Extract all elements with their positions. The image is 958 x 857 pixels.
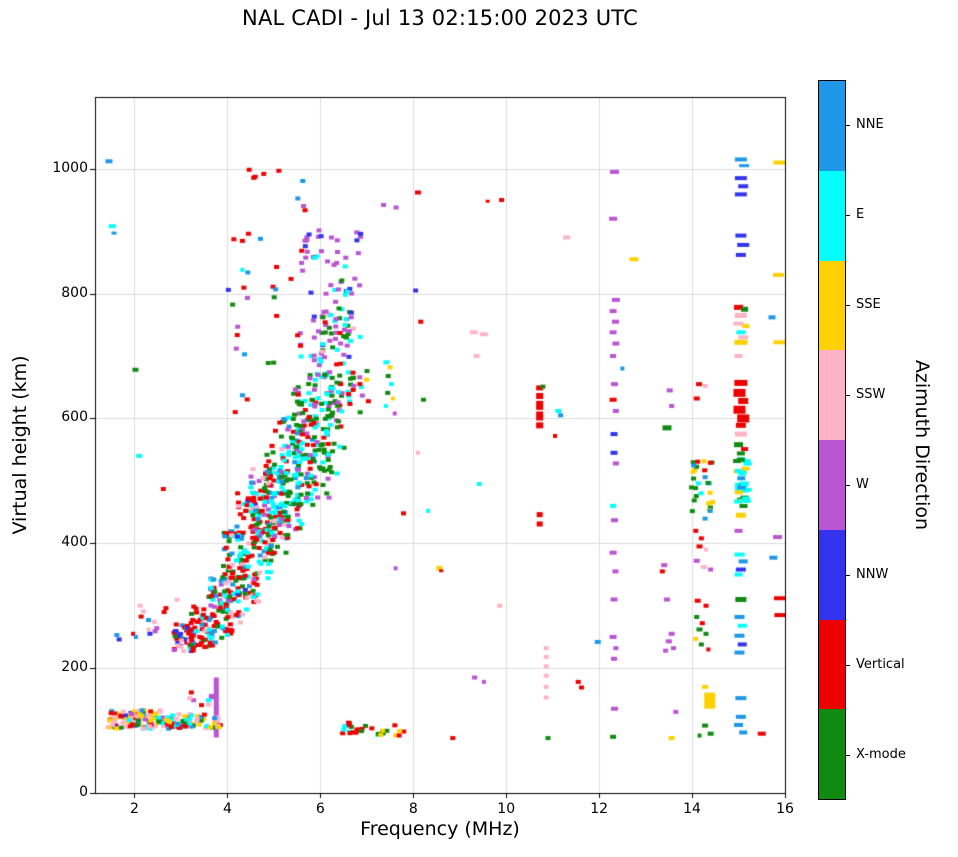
colorbar-label: Azimuth Direction bbox=[911, 359, 933, 531]
colorbar-segment-ssw bbox=[819, 350, 845, 440]
colorbar-segment-vertical bbox=[819, 619, 845, 710]
colorbar-category-label: NNW bbox=[856, 567, 889, 582]
colorbar-tick bbox=[846, 305, 850, 306]
colorbar-tick bbox=[846, 755, 850, 756]
x-axis-label: Frequency (MHz) bbox=[360, 818, 520, 840]
colorbar-category-label: SSE bbox=[856, 297, 881, 312]
colorbar-category-label: W bbox=[856, 477, 869, 492]
colorbar-category-label: SSW bbox=[856, 387, 886, 402]
colorbar-tick bbox=[846, 215, 850, 216]
colorbar-category-label: NNE bbox=[856, 117, 884, 132]
y-tick-label: 1000 bbox=[52, 159, 88, 176]
colorbar-tick bbox=[846, 665, 850, 666]
colorbar-segment-nne bbox=[819, 81, 845, 171]
y-tick-label: 600 bbox=[61, 409, 88, 426]
colorbar bbox=[818, 80, 846, 800]
colorbar-tick bbox=[846, 395, 850, 396]
colorbar-segment-e bbox=[819, 170, 845, 261]
colorbar-tick bbox=[846, 485, 850, 486]
x-tick-label: 10 bbox=[497, 801, 516, 817]
x-tick-label: 4 bbox=[222, 801, 232, 817]
colorbar-segment-x-mode bbox=[819, 709, 845, 799]
x-tick-label: 6 bbox=[315, 801, 325, 817]
y-tick-label: 200 bbox=[61, 659, 88, 676]
colorbar-tick bbox=[846, 125, 850, 126]
x-tick-label: 8 bbox=[408, 801, 418, 817]
y-tick-label: 400 bbox=[61, 534, 88, 551]
colorbar-category-label: X-mode bbox=[856, 747, 906, 762]
colorbar-segment-nnw bbox=[819, 529, 845, 620]
x-tick-label: 2 bbox=[130, 801, 139, 817]
y-tick-label: 800 bbox=[61, 284, 88, 301]
y-axis-label: Virtual height (km) bbox=[9, 355, 31, 535]
x-tick-label: 14 bbox=[683, 801, 701, 817]
colorbar-segment-sse bbox=[819, 260, 845, 351]
colorbar-segment-w bbox=[819, 440, 845, 530]
y-tick-label: 0 bbox=[79, 784, 88, 800]
colorbar-category-label: Vertical bbox=[856, 657, 905, 672]
colorbar-category-label: E bbox=[856, 207, 865, 222]
x-tick-label: 12 bbox=[590, 801, 609, 817]
colorbar-tick bbox=[846, 575, 850, 576]
chart-title: NAL CADI - Jul 13 02:15:00 2023 UTC bbox=[242, 6, 638, 30]
x-tick-label: 16 bbox=[776, 801, 794, 817]
